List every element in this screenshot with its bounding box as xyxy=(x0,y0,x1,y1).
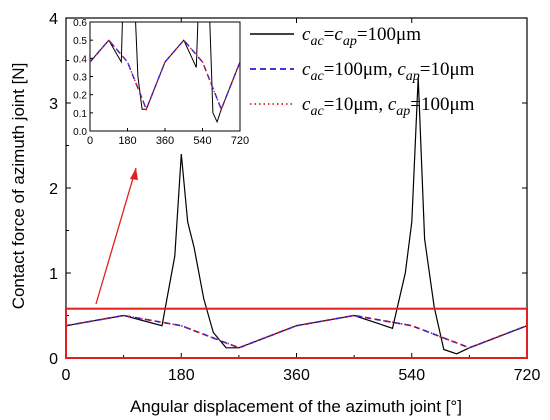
legend-text-tail: =100μm xyxy=(357,24,421,45)
series-line-2 xyxy=(65,314,528,349)
inset-series-line-0 xyxy=(90,22,240,124)
x-tick-label: 720 xyxy=(514,367,541,384)
inset-plot: 0 180 360 540 720 0.0 0.1 0.2 0.3 0.4 0.5 0.6 xyxy=(73,18,249,147)
legend-text-sub2: ap xyxy=(396,104,410,119)
zoom-arrow-head xyxy=(130,168,138,180)
inset-y-tick-label: 0.2 xyxy=(73,91,87,102)
legend-text-tail: =100μm xyxy=(410,94,474,115)
legend-text-sym1: c xyxy=(302,59,311,80)
inset-frame xyxy=(89,21,241,132)
inset-y-tick-label: 0.1 xyxy=(73,109,87,120)
legend-text-tail: =10μm xyxy=(420,59,475,80)
inset-x-tick-label: 540 xyxy=(193,135,211,147)
inset-series-line-1 xyxy=(90,39,240,112)
y-tick-label: 1 xyxy=(49,266,58,283)
y-tick-label: 4 xyxy=(49,11,58,28)
y-axis-label: Contact force of azimuth joint [N] xyxy=(9,63,28,310)
legend-text-sym1: c xyxy=(302,24,311,45)
inset-y-tick-label: 0.6 xyxy=(73,18,87,29)
legend-text-sym2: c xyxy=(334,24,343,45)
legend-text-sub2: ap xyxy=(406,69,420,84)
x-tick-label: 0 xyxy=(62,367,71,384)
legend-text-mid: =10μm, xyxy=(324,94,388,115)
series-line-1 xyxy=(65,314,528,349)
main-plot-ticks: 0 180 360 540 720 0 1 2 3 4 xyxy=(49,11,540,384)
x-tick-label: 540 xyxy=(398,367,425,384)
legend-text-sym2: c xyxy=(397,59,406,80)
zoom-region-box xyxy=(65,307,528,360)
x-axis-label: Angular displacement of the azimuth join… xyxy=(130,397,462,416)
y-tick-label: 0 xyxy=(49,351,58,368)
main-plot-series xyxy=(65,77,528,355)
x-tick-label: 180 xyxy=(168,367,195,384)
legend-text-sym1: c xyxy=(302,94,311,115)
y-tick-label: 2 xyxy=(49,181,58,198)
inset-x-tick-label: 180 xyxy=(118,135,136,147)
legend-text-sub1: ac xyxy=(310,104,324,119)
inset-x-tick-label: 720 xyxy=(231,135,249,147)
inset-y-tick-label: 0.3 xyxy=(73,73,87,84)
inset-y-tick-label: 0.0 xyxy=(73,127,87,138)
legend-label-1: cac=100μm, cap=10μm xyxy=(302,59,475,84)
annotations xyxy=(65,167,528,360)
inset-series xyxy=(90,22,240,124)
legend-text-mid: = xyxy=(324,24,335,45)
zoom-arrow-shaft xyxy=(95,167,137,305)
x-tick-label: 360 xyxy=(283,367,310,384)
legend-text-mid: =100μm, xyxy=(324,59,398,80)
legend-text-sub2: ap xyxy=(343,34,357,49)
legend-text-sub1: ac xyxy=(310,34,324,49)
legend-text-sub1: ac xyxy=(310,69,324,84)
inset-x-tick-label: 0 xyxy=(87,135,93,147)
legend-label-0: cac=cap=100μm xyxy=(302,24,421,49)
inset-x-tick-label: 360 xyxy=(156,135,174,147)
y-tick-label: 3 xyxy=(49,96,58,113)
inset-y-tick-label: 0.4 xyxy=(73,54,87,65)
legend-label-2: cac=10μm, cap=100μm xyxy=(302,94,475,119)
inset-y-tick-label: 0.5 xyxy=(73,36,87,47)
legend-text-sym2: c xyxy=(388,94,397,115)
